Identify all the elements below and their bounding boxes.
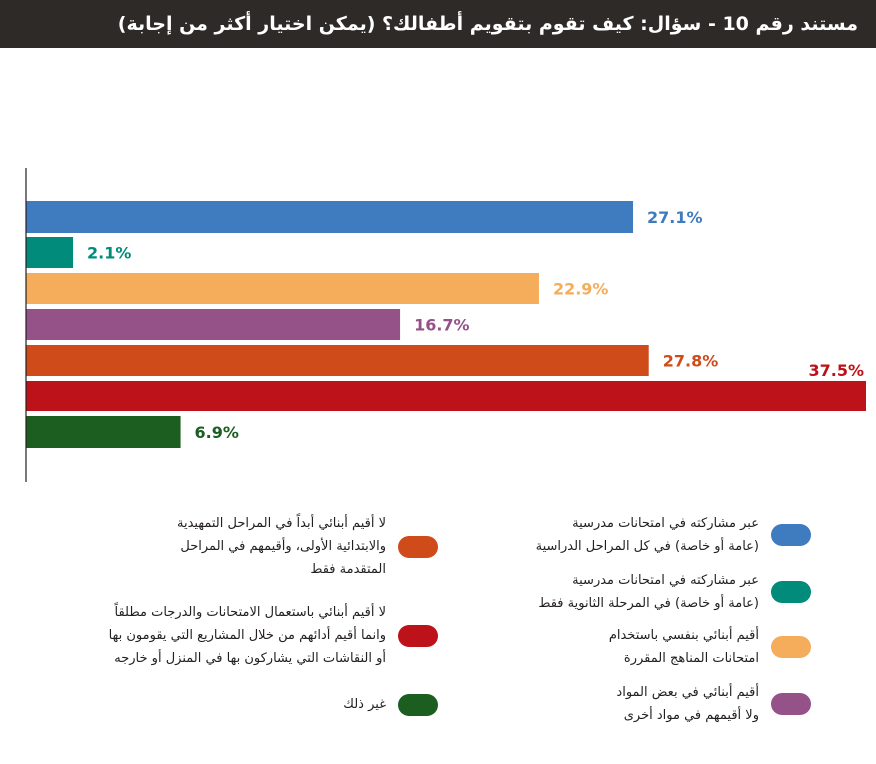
legend-swatch — [398, 624, 438, 647]
legend-item-7: غير ذلك — [70, 693, 438, 716]
legend-label: لا أقيم أبنائي باستعمال الامتحانات والدر… — [108, 605, 386, 666]
chart-title-text: مستند رقم 10 - سؤال: كيف تقوم بتقويم أطف… — [117, 13, 858, 35]
legend-item-3: أقيم أبنائي بنفسي باستخدام امتحانات المن… — [478, 624, 811, 670]
data-label-1: 27.1% — [647, 208, 703, 227]
legend-swatch — [398, 693, 438, 716]
legend-label: غير ذلك — [343, 697, 386, 712]
bar-3 — [26, 273, 539, 304]
legend-swatch — [398, 535, 438, 558]
chart-title: مستند رقم 10 - سؤال: كيف تقوم بتقويم أطف… — [0, 0, 876, 48]
bar-chart: 27.1% 2.1% 22.9% 16.7% 27.8% 37.5% 6.9% — [25, 168, 866, 482]
data-label-7: 6.9% — [195, 423, 239, 442]
legend-item-6: لا أقيم أبنائي باستعمال الامتحانات والدر… — [30, 601, 438, 670]
bar-1 — [26, 201, 634, 233]
bar-2 — [26, 237, 74, 268]
legend-item-5: لا أقيم أبنائي أبداً في المراحل التمهيدي… — [70, 512, 438, 581]
legend-label: أقيم أبنائي في بعض المواد ولا أقيمهم في … — [616, 685, 759, 723]
data-label-3: 22.9% — [553, 280, 609, 299]
legend-swatch — [771, 524, 811, 546]
data-label-2: 2.1% — [87, 244, 131, 263]
bar-6 — [26, 381, 866, 411]
data-label-5: 27.8% — [663, 352, 719, 371]
legend-label: عبر مشاركته في امتحانات مدرسية (عامة أو … — [538, 573, 759, 611]
legend-item-4: أقيم أبنائي في بعض المواد ولا أقيمهم في … — [478, 681, 811, 727]
legend-swatch — [771, 581, 811, 603]
legend-item-2: عبر مشاركته في امتحانات مدرسية (عامة أو … — [478, 569, 811, 615]
bar-4 — [26, 309, 401, 340]
legend-swatch — [771, 636, 811, 658]
legend-swatch — [771, 693, 811, 715]
legend-label: عبر مشاركته في امتحانات مدرسية (عامة أو … — [535, 516, 759, 554]
legend-label: أقيم أبنائي بنفسي باستخدام امتحانات المن… — [608, 628, 759, 666]
data-label-4: 16.7% — [414, 316, 470, 335]
bar-7 — [26, 416, 181, 448]
bar-5 — [26, 345, 649, 376]
legend-label: لا أقيم أبنائي أبداً في المراحل التمهيدي… — [177, 516, 386, 577]
data-label-6: 37.5% — [808, 361, 864, 380]
legend-item-1: عبر مشاركته في امتحانات مدرسية (عامة أو … — [478, 512, 811, 558]
